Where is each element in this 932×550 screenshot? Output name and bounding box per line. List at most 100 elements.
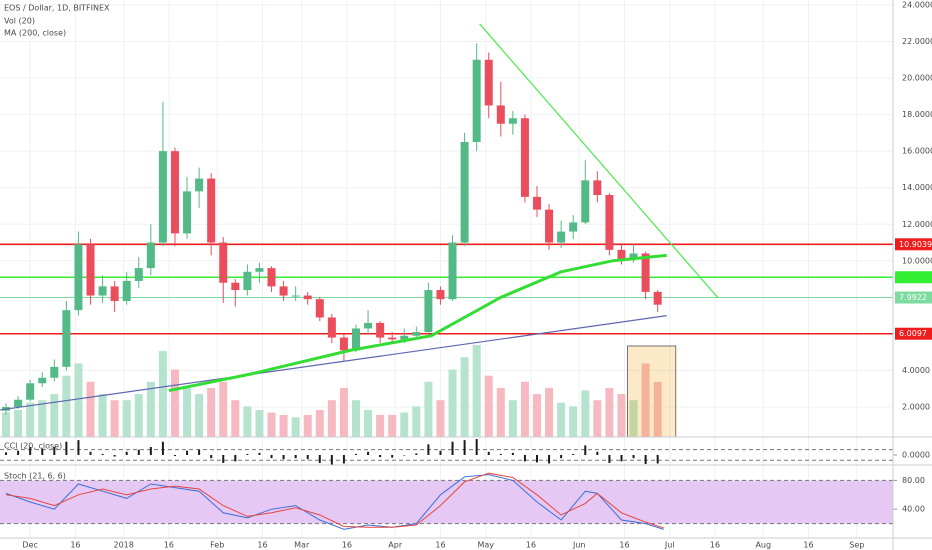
candle-body	[170, 151, 179, 234]
cci-bar	[65, 441, 68, 455]
volume-bar	[170, 369, 179, 437]
cci-bar	[306, 454, 309, 460]
y-tick-label: 12.0000	[902, 220, 932, 229]
cci-bar	[463, 440, 466, 455]
volume-bar	[327, 400, 336, 437]
cci-bar	[487, 451, 490, 455]
volume-bar	[605, 387, 614, 437]
candle-body	[14, 399, 23, 408]
candle-body	[472, 59, 481, 143]
x-tick-label: Jun	[572, 541, 586, 550]
cci-bar	[29, 447, 32, 455]
level-label: 7.9922	[899, 293, 927, 302]
volume-bar	[376, 414, 385, 437]
candle-body	[207, 178, 216, 243]
volume-bar	[424, 381, 433, 437]
volume-bar	[146, 381, 155, 437]
candle-body	[351, 328, 360, 351]
candle-body	[315, 299, 324, 318]
candle-body	[219, 242, 228, 283]
candle-body	[557, 231, 566, 243]
candle-body	[158, 151, 167, 243]
cci-bar	[125, 451, 128, 455]
candle-body	[364, 322, 373, 329]
volume-bar	[183, 387, 192, 437]
volume-bar	[50, 394, 59, 437]
volume-bar	[134, 394, 143, 437]
candle-body	[74, 244, 83, 311]
cci-bar	[294, 454, 297, 459]
candle-body	[267, 268, 276, 287]
volume-bar	[98, 394, 107, 437]
y-tick-label: 14.0000	[902, 183, 932, 192]
x-tick-label: 16	[435, 541, 445, 550]
candle-body	[26, 383, 35, 400]
volume-bar	[641, 363, 650, 437]
volume-bar	[388, 414, 397, 437]
volume-bar	[219, 381, 228, 437]
candle-body	[484, 59, 493, 106]
cci-bar	[596, 451, 599, 455]
cci-bar	[113, 454, 116, 457]
candle-body	[339, 337, 348, 351]
volume-bar	[593, 400, 602, 437]
candle-body	[460, 142, 469, 243]
ma-line	[168, 253, 667, 393]
x-tick-label: 16	[526, 541, 536, 550]
candle-body	[243, 271, 252, 291]
volume-bar	[484, 375, 493, 437]
candle-body	[569, 222, 578, 232]
volume-bar	[86, 381, 95, 437]
candle-body	[424, 290, 433, 333]
candle-body	[303, 295, 312, 300]
candle-body	[533, 196, 542, 210]
y-tick-label: 0.0000	[902, 450, 930, 459]
x-tick-label: 16	[619, 541, 629, 550]
level-tag	[895, 291, 932, 304]
volume-bar	[472, 345, 481, 437]
y-tick-label: 40.00	[902, 505, 925, 514]
cci-bar	[198, 449, 201, 455]
candle-body	[98, 286, 107, 296]
candle-body	[448, 242, 457, 300]
y-tick-label: 22.0000	[902, 37, 932, 46]
cci-bar	[451, 441, 454, 455]
cci-bar	[427, 444, 430, 455]
x-tick-label: 16	[342, 541, 352, 550]
x-tick-label: 2018	[114, 541, 134, 550]
cci-bar	[548, 454, 551, 464]
cci-bar	[101, 453, 104, 455]
cci-bar	[318, 454, 321, 463]
volume-bar	[436, 400, 445, 437]
candle-body	[110, 286, 119, 302]
cci-bar	[620, 454, 623, 462]
candle-body	[641, 253, 650, 292]
candle-body	[50, 366, 59, 378]
trend-line	[479, 23, 719, 299]
cci-bar	[572, 453, 575, 455]
volume-bar	[14, 410, 23, 437]
volume-bar	[339, 387, 348, 437]
cci-bar	[258, 452, 261, 455]
candle-body	[376, 322, 385, 338]
x-tick-label: Apr	[388, 541, 403, 550]
x-tick-label: Jul	[664, 541, 675, 550]
pane-title: Stoch (21, 6, 6)	[4, 472, 66, 481]
cci-bar	[173, 454, 176, 457]
x-tick-label: Feb	[210, 541, 224, 550]
candle-body	[653, 291, 662, 305]
volume-bar	[569, 406, 578, 437]
level-label: 10.9039	[899, 240, 932, 249]
volume-bar	[533, 394, 542, 437]
cci-bar	[330, 454, 333, 465]
volume-bar	[122, 400, 131, 437]
volume-bar	[581, 390, 590, 437]
volume-bar	[303, 414, 312, 437]
cci-bar	[354, 453, 357, 455]
volume-bar	[74, 363, 83, 437]
volume-bar	[545, 387, 554, 437]
x-tick-label: Mar	[294, 541, 310, 550]
cci-bar	[523, 454, 526, 462]
cci-bar	[475, 439, 478, 455]
